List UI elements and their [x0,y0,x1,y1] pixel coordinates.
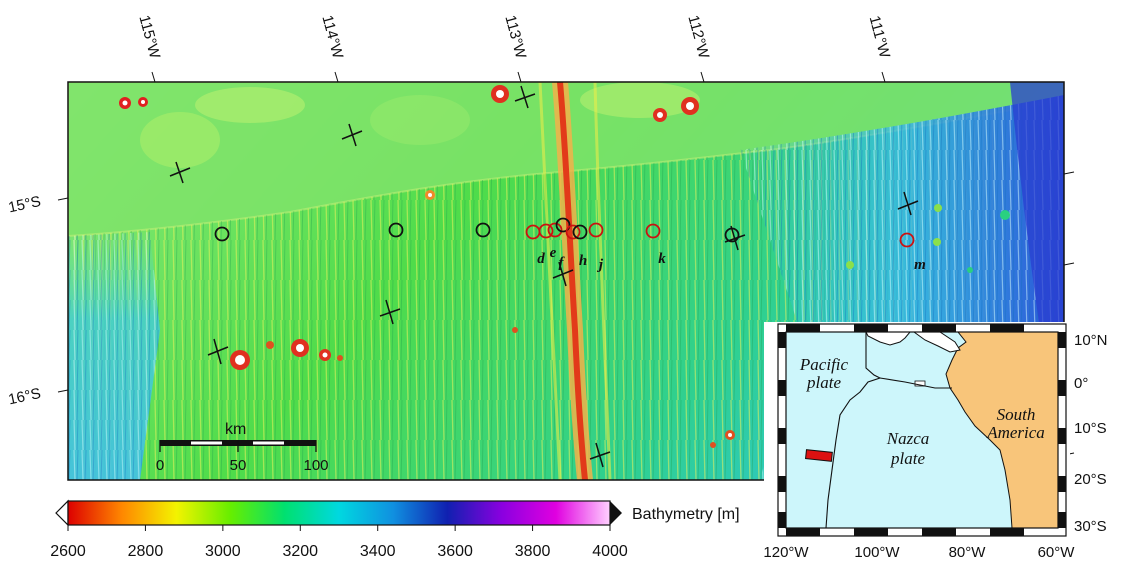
site-marker [555,217,571,233]
site-marker [899,232,915,248]
main-map-lon-labels: 115°W 114°W 113°W 112°W 111°W [135,13,893,61]
colorbar-ticks: 2600 2800 3000 3200 3400 3600 3800 4000 [50,525,628,560]
colorbar-tick-label: 3600 [437,543,473,560]
main-map-lat-labels: 15°S 16°S [7,193,43,408]
site-marker [565,224,581,240]
inset-lon-60w: 60°W [1038,544,1076,561]
site-marker [388,222,404,238]
site-marker [588,222,604,238]
colorbar-high-arrow [610,501,622,525]
site-marker [214,226,230,242]
south-america-landmass [945,332,1058,528]
site-label-d: d [537,251,545,267]
inset-map: Pacific plate Nazca plate South America 10°… [763,322,1108,561]
colorbar-tick-label: 3000 [205,543,241,560]
sample-sites: d ef h j k m [214,217,926,273]
colorbar-tick-label: 3200 [282,543,318,560]
colorbar-gradient [67,500,611,526]
site-label-j: j [597,257,604,273]
main-map-ticks [57,71,1075,456]
site-label-e: e [550,245,557,261]
inset-lat-20s: 20°S [1074,471,1107,488]
site-marker [572,224,588,240]
colorbar-tick-label: 4000 [592,543,628,560]
inset-lon-120w: 120°W [763,544,809,561]
scale-tick-0: 0 [156,457,164,474]
site-label-f: f [559,255,566,271]
site-marker [547,222,563,238]
site-marker [645,223,661,239]
lon-label-113w: 113°W [501,13,529,61]
plate-label-south-america: South America [986,405,1045,442]
main-map-frame [67,81,1065,481]
colorbar-tick-label: 2800 [128,543,164,560]
colorbar: Bathymetry [m] 2600 2800 3000 3200 3400 3600 3… [50,499,740,560]
central-america-landmass [913,332,961,353]
lat-label-15s: 15°S [7,193,43,216]
inset-lat-10n: 10°N [1074,332,1108,349]
colorbar-low-arrow [55,499,69,527]
inset-lat-0: 0° [1074,375,1088,392]
lon-label-112w: 112°W [684,13,712,61]
seamounts [119,85,1010,448]
lon-label-111w: 111°W [866,14,894,61]
scale-bar-unit: km [225,421,246,438]
inset-lat-30s: 30°S [1074,518,1107,535]
track-crosses [169,85,919,468]
colorbar-tick-label: 3800 [515,543,551,560]
plate-label-nazca: Nazca plate [886,429,930,468]
plate-label-pacific: Pacific plate [799,355,849,392]
colorbar-title: Bathymetry [m] [632,506,740,523]
scale-bar: km 0 50 100 [156,421,329,474]
site-label-k: k [658,251,666,267]
colorbar-tick-label: 2600 [50,543,86,560]
lon-label-115w: 115°W [135,13,163,61]
scale-tick-100: 100 [303,457,328,474]
study-area-box [804,449,833,462]
site-label-h: h [579,253,587,269]
colorbar-tick-label: 3400 [360,543,396,560]
site-marker [475,222,491,238]
inset-lon-80w: 80°W [949,544,987,561]
site-marker [724,227,740,243]
inset-lat-10s: 10°S [1074,420,1107,437]
inset-lon-100w: 100°W [854,544,900,561]
site-marker [538,223,554,239]
lat-label-16s: 16°S [7,385,43,408]
lon-label-114w: 114°W [318,13,346,61]
inset-frame-bars [778,324,1066,536]
site-label-m: m [914,257,926,273]
scale-tick-50: 50 [230,457,247,474]
plate-boundary [825,332,882,528]
